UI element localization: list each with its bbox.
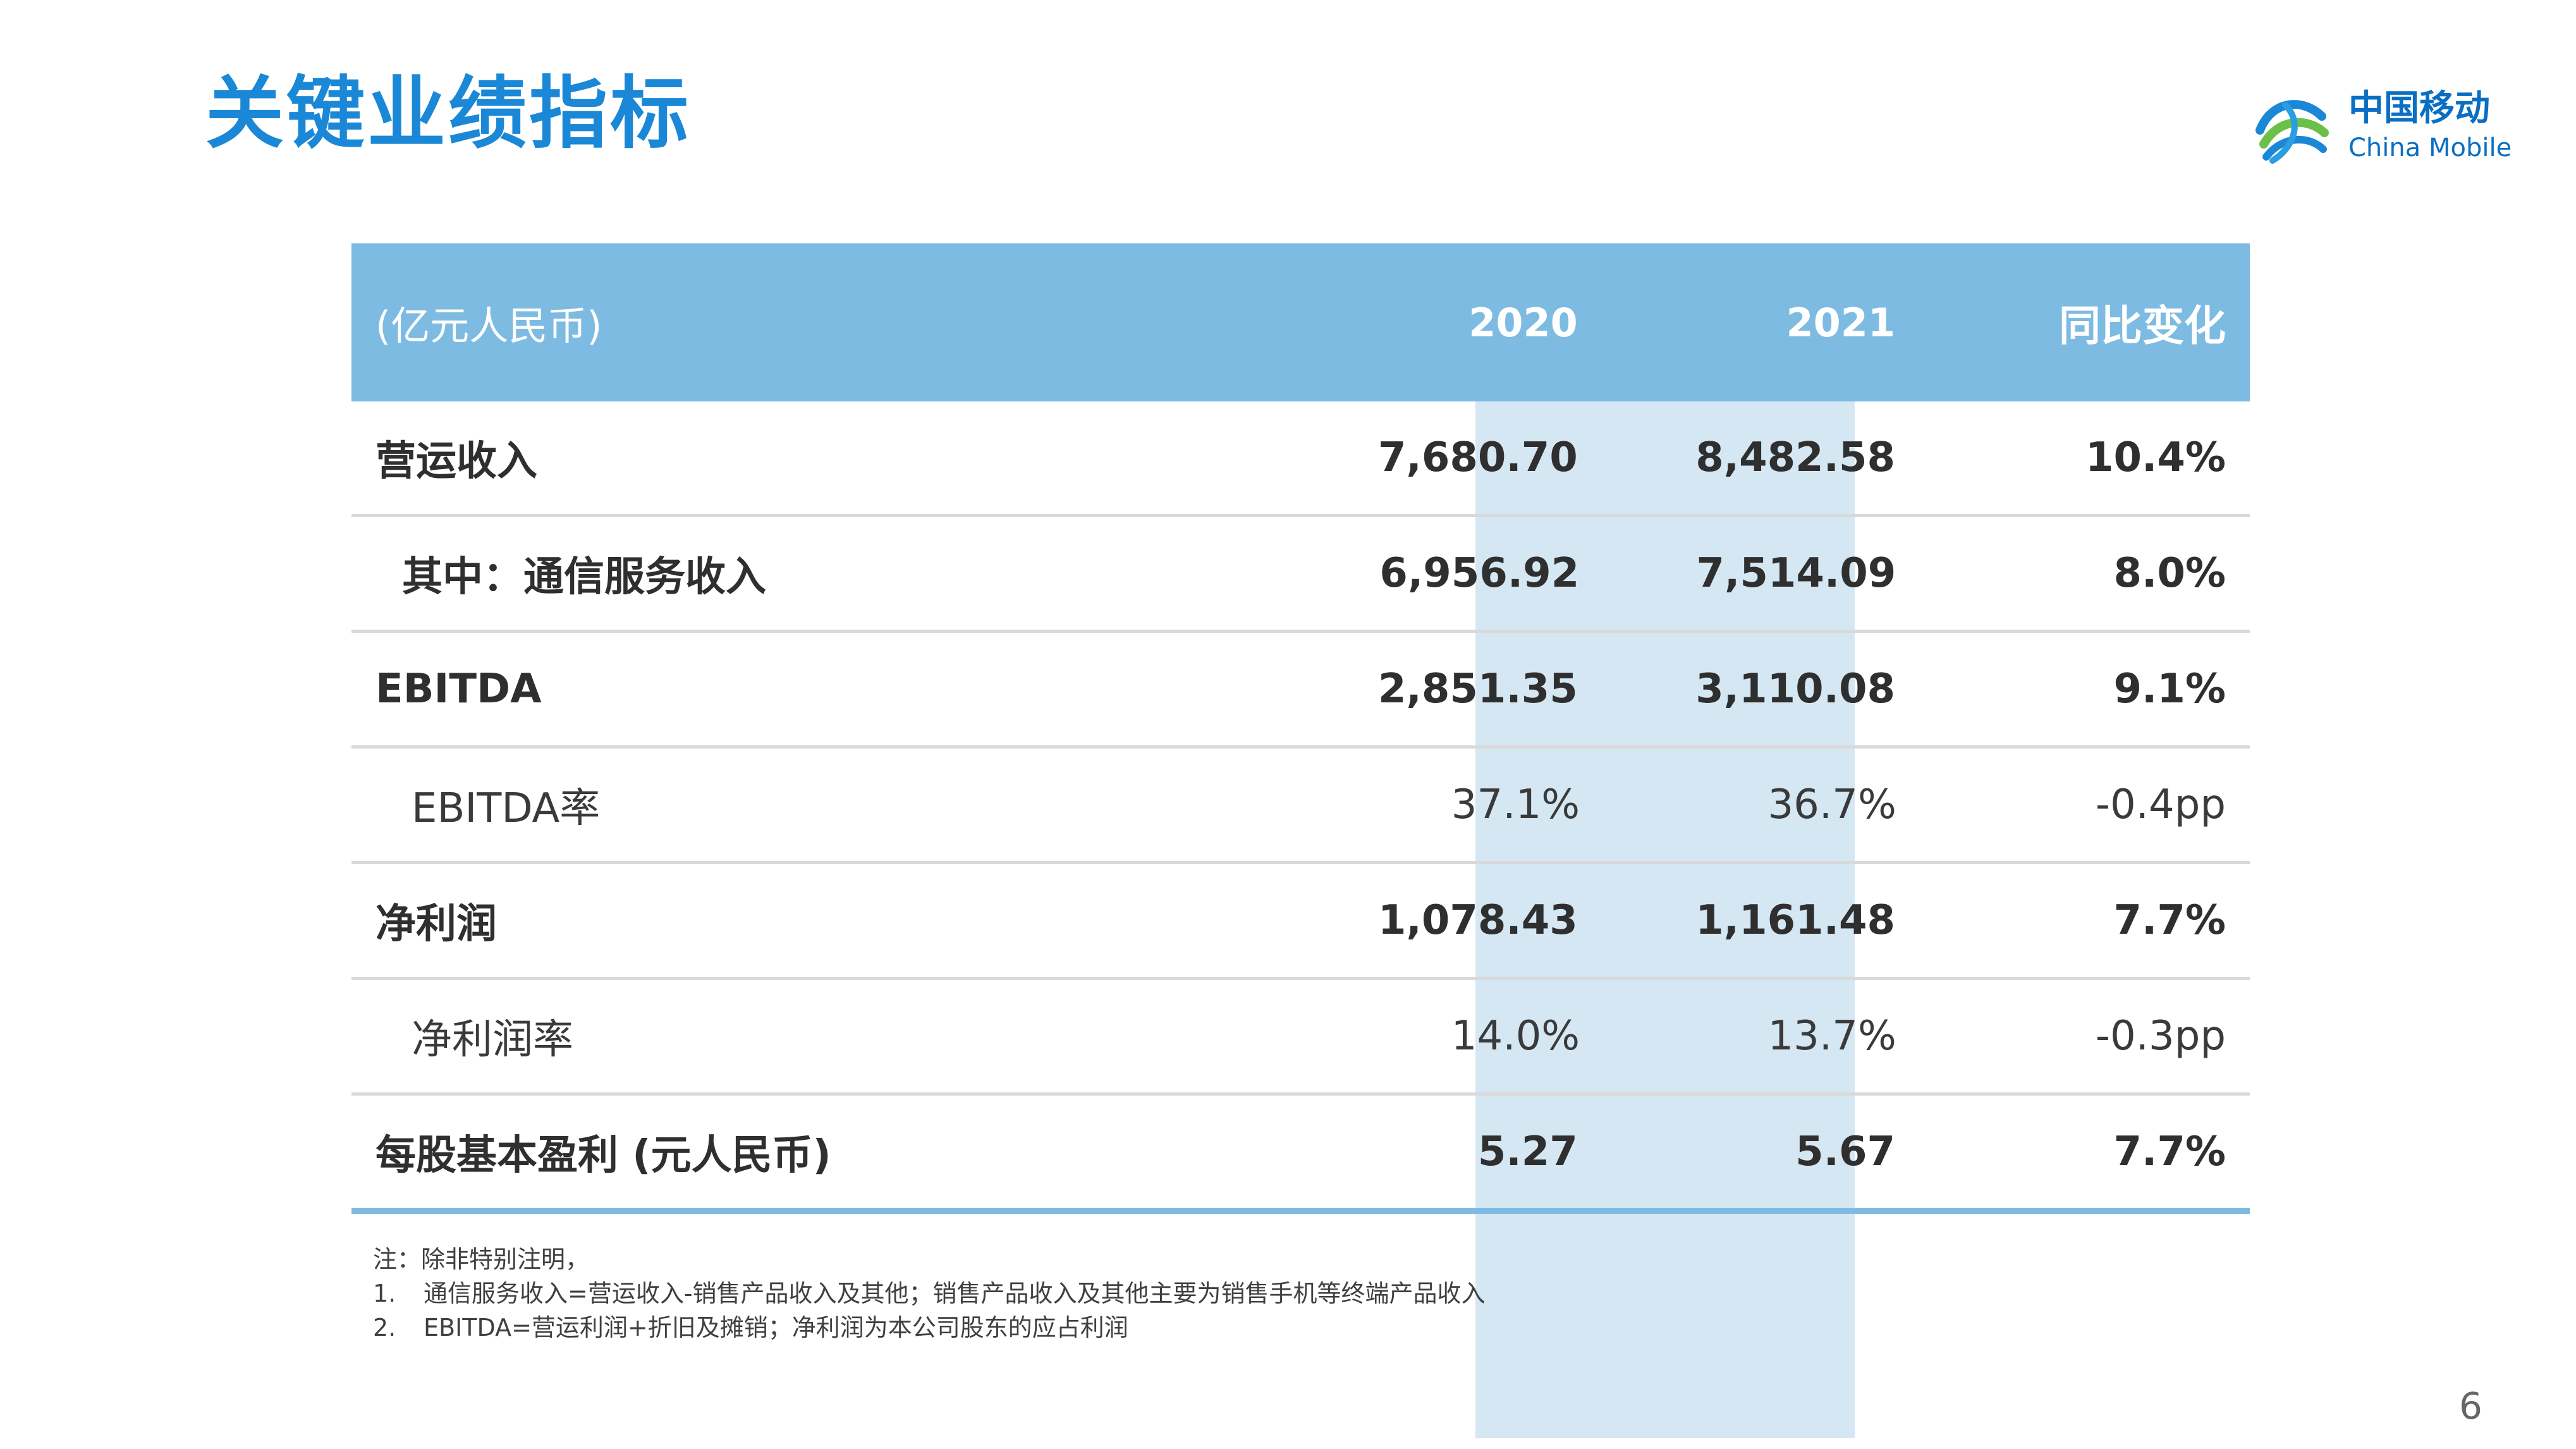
row-label: 净利润率 <box>412 1017 573 1063</box>
logo-text-en: China Mobile <box>2348 133 2512 162</box>
header-2021: 2021 <box>1786 299 1896 346</box>
row-label: 净利润 <box>375 901 497 948</box>
highlight-column-2021 <box>1475 401 1855 1438</box>
footnote-item: 2. EBITDA=营运利润+折旧及摊销；净利润为本公司股东的应占利润 <box>373 1311 1486 1345</box>
value-2021: 8,482.58 <box>1695 434 1896 481</box>
value-2021: 36.7% <box>1767 781 1896 828</box>
value-yoy: -0.4pp <box>2095 781 2226 828</box>
footnote-number: 2. <box>373 1314 396 1342</box>
logo-text-cn: 中国移动 <box>2348 88 2490 129</box>
value-yoy: -0.3pp <box>2095 1013 2226 1060</box>
page-number: 6 <box>2459 1385 2482 1428</box>
footnote-intro: 注：除非特别注明， <box>373 1245 590 1273</box>
value-2021: 1,161.48 <box>1695 897 1896 944</box>
footnote-text: 通信服务收入=营运收入-销售产品收入及其他；销售产品收入及其他主要为销售手机等终… <box>424 1280 1486 1307</box>
value-yoy: 9.1% <box>2113 666 2226 712</box>
header-unit: (亿元人民币) <box>375 303 602 349</box>
row-label: EBITDA <box>375 666 542 712</box>
header-yoy: 同比变化 <box>2059 302 2226 350</box>
footnotes: 注：除非特别注明， 1. 通信服务收入=营运收入-销售产品收入及其他；销售产品收入… <box>373 1242 1486 1345</box>
table-row: EBITDA率 37.1% 36.7% -0.4pp <box>351 749 2250 864</box>
slide-title: 关键业绩指标 <box>205 68 692 159</box>
value-2021: 7,514.09 <box>1696 550 1896 597</box>
value-yoy: 7.7% <box>2113 897 2226 944</box>
value-2021: 3,110.08 <box>1695 666 1896 712</box>
value-2020: 6,956.92 <box>1379 550 1580 597</box>
row-label: 每股基本盈利 (元人民币) <box>375 1132 831 1179</box>
table-row: 净利润率 14.0% 13.7% -0.3pp <box>351 980 2250 1096</box>
value-2021: 5.67 <box>1795 1128 1896 1175</box>
value-2021: 13.7% <box>1767 1013 1896 1060</box>
footnote-item: 1. 通信服务收入=营运收入-销售产品收入及其他；销售产品收入及其他主要为销售手机… <box>373 1276 1486 1311</box>
table-row: 营运收入 7,680.70 8,482.58 10.4% <box>351 401 2250 517</box>
table-row: 每股基本盈利 (元人民币) 5.27 5.67 7.7% <box>351 1096 2250 1214</box>
value-yoy: 8.0% <box>2113 550 2226 597</box>
china-mobile-logo-icon <box>2256 100 2329 164</box>
footnote-number: 1. <box>373 1280 396 1307</box>
header-2020: 2020 <box>1468 299 1578 346</box>
value-yoy: 7.7% <box>2113 1128 2226 1175</box>
value-2020: 37.1% <box>1451 781 1580 828</box>
value-2020: 7,680.70 <box>1377 434 1578 481</box>
china-mobile-logo: 中国移动 China Mobile <box>2247 82 2513 171</box>
row-label: 其中：通信服务收入 <box>402 554 766 601</box>
value-2020: 1,078.43 <box>1377 897 1578 944</box>
footnote-text: EBITDA=营运利润+折旧及摊销；净利润为本公司股东的应占利润 <box>424 1314 1128 1342</box>
table-row: 净利润 1,078.43 1,161.48 7.7% <box>351 864 2250 980</box>
row-label: 营运收入 <box>375 438 537 485</box>
kpi-table: (亿元人民币) 2020 2021 同比变化 营运收入 7,680.70 8,4… <box>351 243 2250 1438</box>
value-2020: 2,851.35 <box>1377 666 1578 712</box>
row-label: EBITDA率 <box>412 785 601 832</box>
value-2020: 14.0% <box>1451 1013 1580 1060</box>
value-2020: 5.27 <box>1477 1128 1578 1175</box>
table-header-row: (亿元人民币) 2020 2021 同比变化 <box>351 243 2250 401</box>
value-yoy: 10.4% <box>2085 434 2226 481</box>
table-row: EBITDA 2,851.35 3,110.08 9.1% <box>351 633 2250 749</box>
table-row: 其中：通信服务收入 6,956.92 7,514.09 8.0% <box>351 517 2250 633</box>
